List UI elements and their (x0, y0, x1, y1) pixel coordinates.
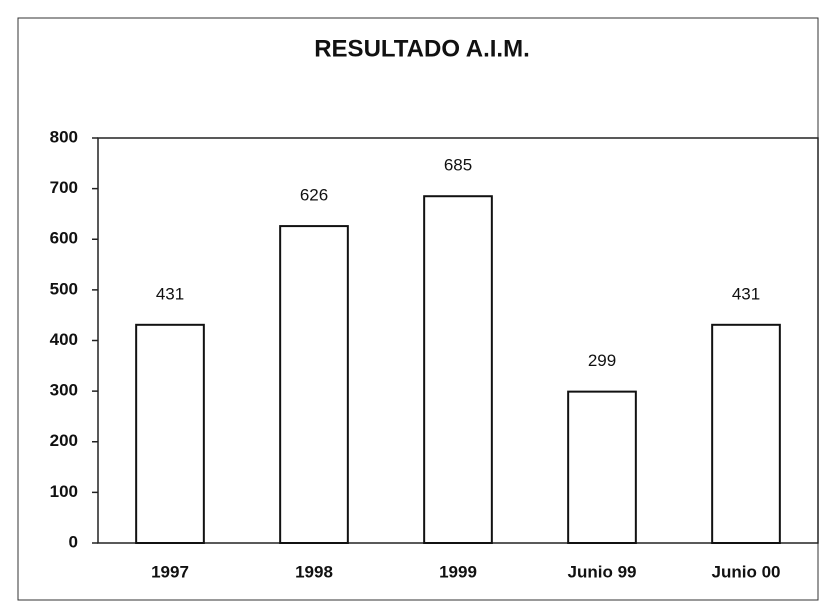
y-tick-label: 600 (50, 229, 78, 248)
x-tick-label: 1999 (439, 562, 477, 581)
y-tick-label: 100 (50, 482, 78, 501)
x-tick-label: 1998 (295, 562, 333, 581)
chart-title: RESULTADO A.I.M. (314, 35, 530, 62)
y-tick-label: 300 (50, 381, 78, 400)
y-tick-label: 800 (50, 127, 78, 146)
value-label: 431 (732, 284, 760, 303)
y-tick-label: 500 (50, 279, 78, 298)
y-tick-label: 200 (50, 431, 78, 450)
bar (135, 323, 205, 544)
x-tick-label: 1997 (151, 562, 189, 581)
value-label: 431 (156, 284, 184, 303)
value-label: 685 (444, 156, 472, 175)
x-tick-label: Junio 00 (712, 562, 781, 581)
bar (711, 323, 781, 544)
value-label: 299 (588, 351, 616, 370)
y-tick-label: 0 (69, 532, 78, 551)
y-tick-label: 700 (50, 178, 78, 197)
bar (279, 225, 349, 544)
bar (423, 195, 493, 544)
y-tick-label: 400 (50, 330, 78, 349)
value-label: 626 (300, 186, 328, 205)
x-tick-label: Junio 99 (568, 562, 637, 581)
bar (567, 390, 637, 544)
